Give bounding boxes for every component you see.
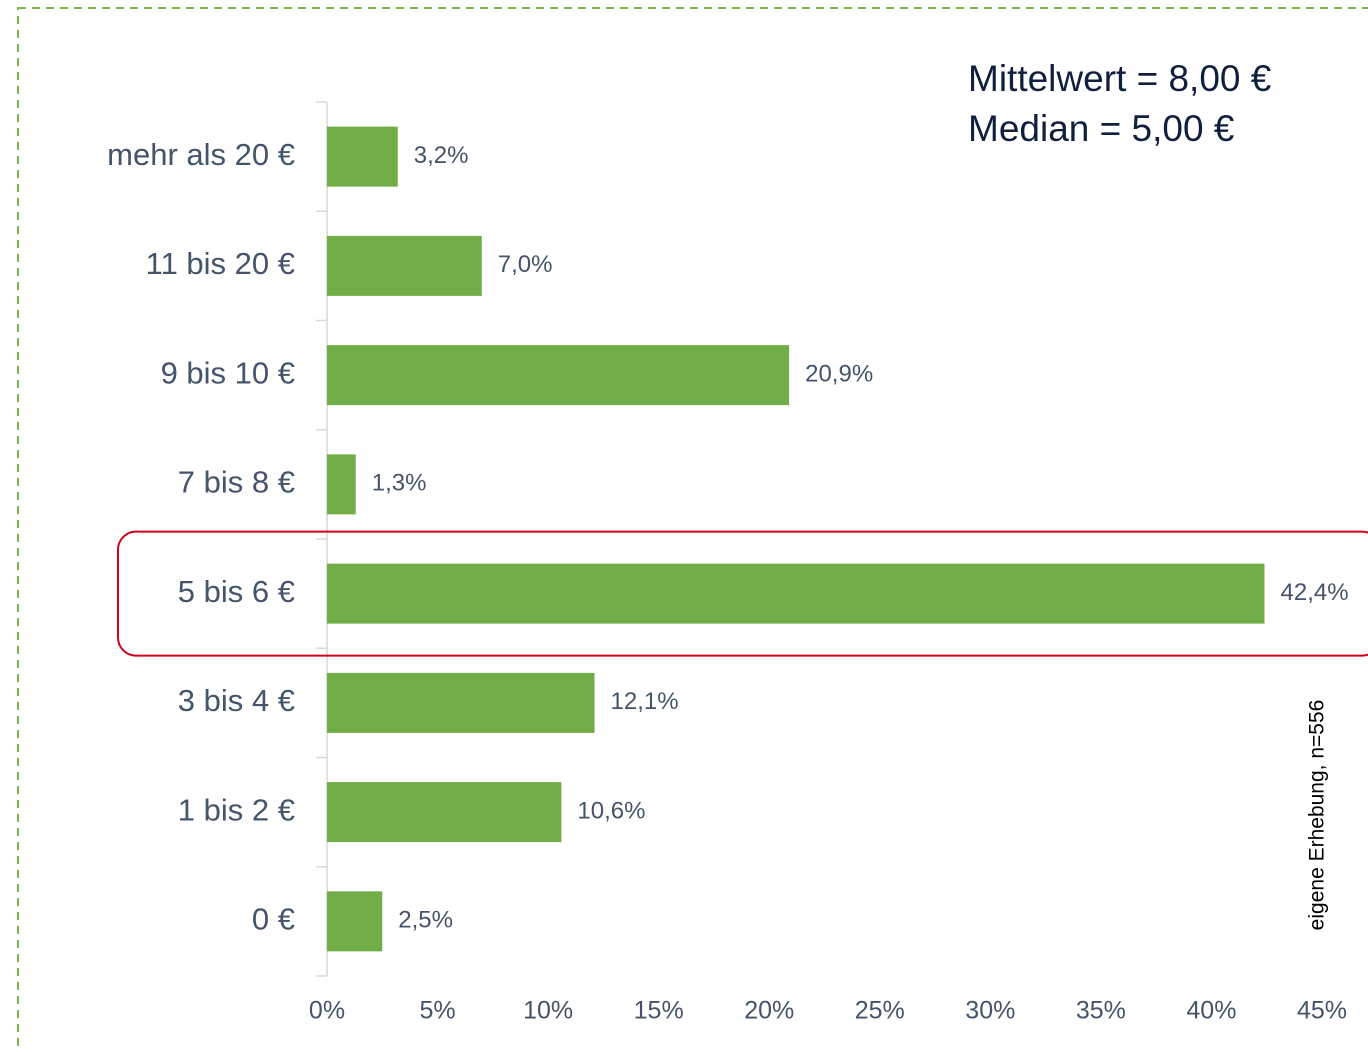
x-tick-label: 30% bbox=[965, 997, 1015, 1025]
category-label: 5 bis 6 € bbox=[178, 574, 295, 609]
x-tick-label: 35% bbox=[1076, 997, 1126, 1025]
x-tick-label: 10% bbox=[523, 997, 573, 1025]
category-label: 7 bis 8 € bbox=[178, 465, 295, 500]
bar bbox=[327, 454, 356, 515]
bar bbox=[327, 782, 562, 843]
value-label: 2,5% bbox=[398, 907, 453, 934]
value-label: 12,1% bbox=[611, 688, 679, 715]
x-tick-label: 15% bbox=[634, 997, 684, 1025]
annotation: Median = 5,00 € bbox=[968, 108, 1235, 149]
category-label: 9 bis 10 € bbox=[161, 355, 295, 390]
bar bbox=[327, 345, 790, 406]
category-label: 0 € bbox=[252, 902, 295, 937]
x-tick-label: 45% bbox=[1297, 997, 1347, 1025]
x-tick-label: 40% bbox=[1186, 997, 1236, 1025]
frame bbox=[17, 7, 1368, 1052]
category-label: 1 bis 2 € bbox=[178, 792, 295, 827]
x-tick-label: 5% bbox=[419, 997, 455, 1025]
x-tick-label: 25% bbox=[855, 997, 905, 1025]
bar bbox=[327, 126, 398, 187]
category-label: mehr als 20 € bbox=[107, 137, 295, 172]
annotation: Mittelwert = 8,00 € bbox=[968, 58, 1272, 99]
bar bbox=[327, 235, 482, 296]
bar bbox=[327, 672, 595, 733]
value-label: 1,3% bbox=[372, 470, 427, 497]
value-label: 7,0% bbox=[498, 251, 553, 278]
x-tick-label: 20% bbox=[744, 997, 794, 1025]
bar bbox=[327, 563, 1265, 624]
highlight-box bbox=[117, 530, 1368, 657]
value-label: 3,2% bbox=[414, 142, 469, 169]
category-label: 3 bis 4 € bbox=[178, 683, 295, 718]
value-label: 42,4% bbox=[1281, 579, 1349, 606]
category-label: 11 bis 20 € bbox=[146, 246, 295, 281]
value-label: 20,9% bbox=[805, 360, 873, 387]
value-label: 10,6% bbox=[577, 797, 645, 824]
source-note: eigene Erhebung, n=556 bbox=[1306, 700, 1329, 931]
bar bbox=[327, 891, 383, 952]
x-tick-label: 0% bbox=[309, 997, 345, 1025]
